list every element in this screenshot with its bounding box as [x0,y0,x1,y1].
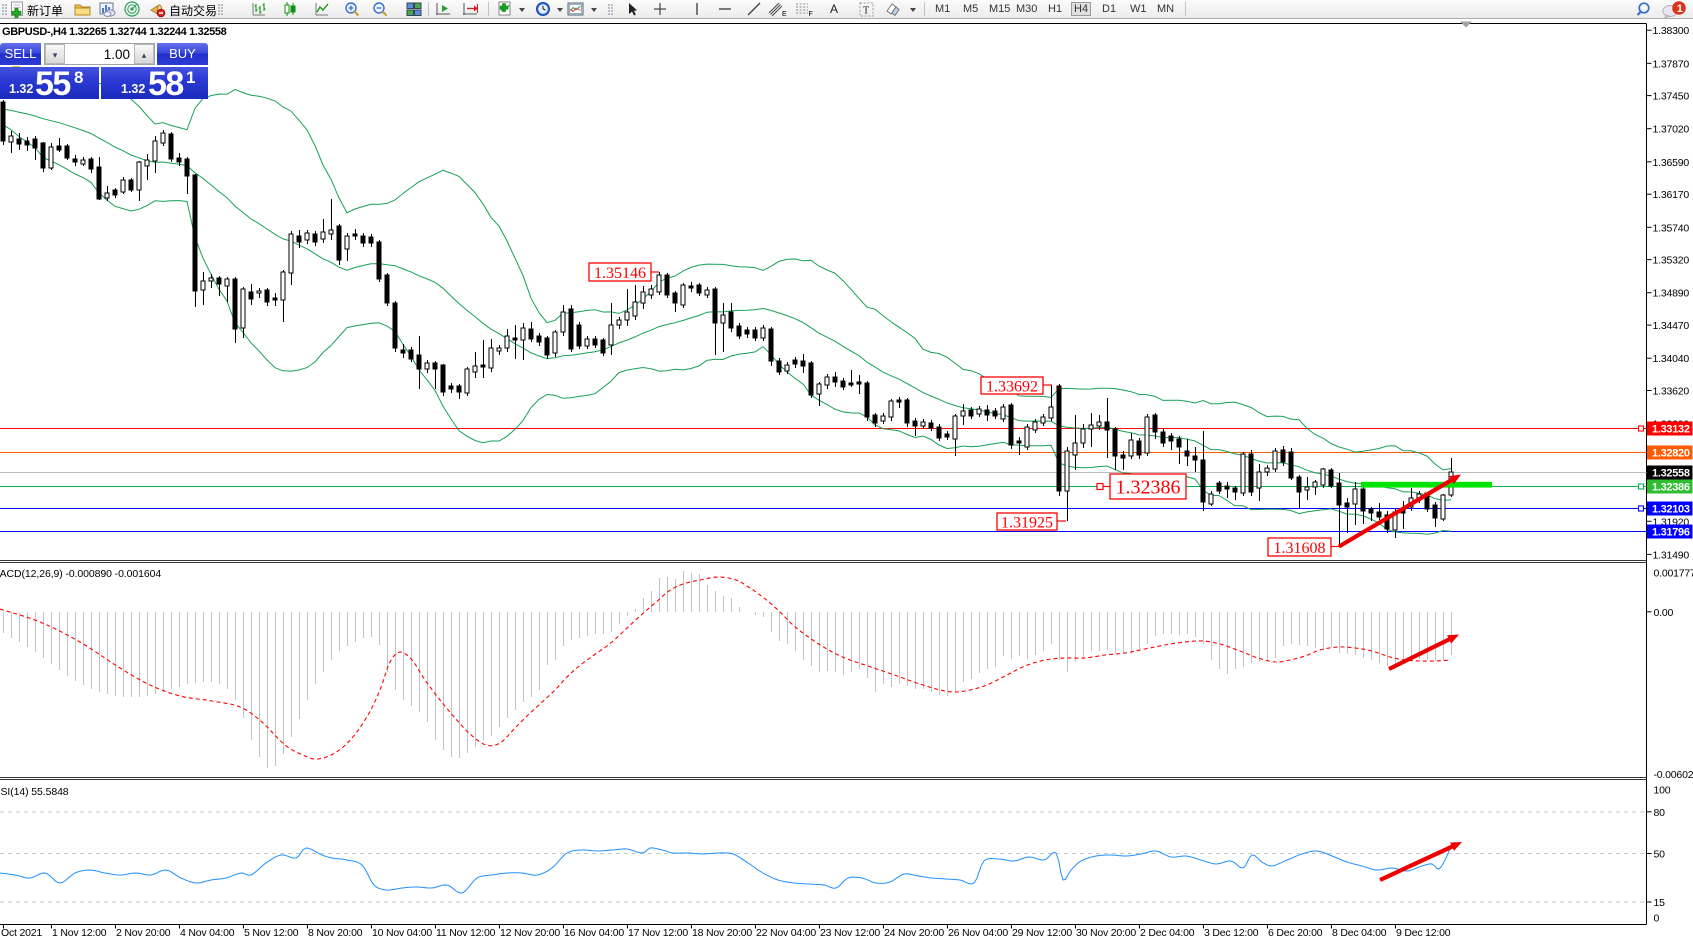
svg-text:11 Nov 12:00: 11 Nov 12:00 [436,927,496,939]
svg-text:1.32103: 1.32103 [1652,504,1690,516]
svg-text:9 Dec 12:00: 9 Dec 12:00 [1396,927,1451,939]
svg-text:26 Nov 04:00: 26 Nov 04:00 [948,927,1008,939]
svg-text:Oct 2021: Oct 2021 [1,927,42,939]
svg-text:RSI(14) 55.5848: RSI(14) 55.5848 [0,786,69,798]
svg-text:1.32558: 1.32558 [1652,468,1690,480]
svg-text:50: 50 [1654,849,1666,861]
svg-text:1.32386: 1.32386 [1116,477,1181,499]
svg-text:12 Nov 20:00: 12 Nov 20:00 [500,927,560,939]
svg-text:1.33132: 1.33132 [1652,424,1690,436]
svg-text:F: F [809,11,813,18]
svg-text:1.33620: 1.33620 [1653,386,1690,398]
svg-text:1.38300: 1.38300 [1653,25,1690,37]
svg-text:18 Nov 20:00: 18 Nov 20:00 [692,927,752,939]
svg-text:29 Nov 12:00: 29 Nov 12:00 [1012,927,1072,939]
svg-text:-0.00602: -0.00602 [1654,769,1693,781]
svg-text:6 Dec 20:00: 6 Dec 20:00 [1268,927,1323,939]
svg-text:1.36170: 1.36170 [1653,189,1690,201]
svg-text:T: T [863,6,869,17]
svg-text:E: E [782,11,787,18]
svg-text:1.31925: 1.31925 [1001,514,1053,531]
svg-text:16 Nov 04:00: 16 Nov 04:00 [564,927,624,939]
svg-text:1.34040: 1.34040 [1653,353,1690,365]
svg-text:23 Nov 12:00: 23 Nov 12:00 [820,927,880,939]
svg-text:0.00: 0.00 [1654,607,1674,619]
svg-text:5 Nov 12:00: 5 Nov 12:00 [244,927,299,939]
svg-text:1.32386: 1.32386 [1652,482,1690,494]
svg-text:1 Nov 12:00: 1 Nov 12:00 [52,927,107,939]
svg-text:1.35146: 1.35146 [594,265,646,282]
svg-text:1.36590: 1.36590 [1653,157,1690,169]
svg-text:GBPUSD-,H4 1.32265 1.32744 1.: GBPUSD-,H4 1.32265 1.32744 1.32244 1.325… [2,26,227,38]
svg-text:1: 1 [1677,3,1683,15]
svg-text:3 Dec 12:00: 3 Dec 12:00 [1204,927,1259,939]
svg-text:10 Nov 04:00: 10 Nov 04:00 [372,927,432,939]
svg-text:1.31608: 1.31608 [1274,540,1326,557]
svg-text:22 Nov 04:00: 22 Nov 04:00 [756,927,816,939]
svg-text:100: 100 [1654,785,1671,797]
svg-text:2 Dec 04:00: 2 Dec 04:00 [1140,927,1195,939]
svg-text:MACD(12,26,9) -0.000890 -0.001: MACD(12,26,9) -0.000890 -0.001604 [0,568,161,580]
svg-text:1.33692: 1.33692 [986,378,1038,395]
svg-text:24 Nov 20:00: 24 Nov 20:00 [884,927,944,939]
svg-text:15: 15 [1654,897,1666,909]
svg-text:1.31490: 1.31490 [1653,549,1690,561]
svg-text:17 Nov 12:00: 17 Nov 12:00 [628,927,688,939]
svg-text:1.37020: 1.37020 [1653,124,1690,136]
svg-text:4 Nov 04:00: 4 Nov 04:00 [180,927,235,939]
svg-text:1.34470: 1.34470 [1653,320,1690,332]
svg-text:0.001777: 0.001777 [1654,568,1693,580]
svg-text:0: 0 [1654,913,1660,925]
svg-text:1.37870: 1.37870 [1653,58,1690,70]
svg-text:1.32820: 1.32820 [1652,448,1690,460]
svg-text:1.37450: 1.37450 [1653,91,1690,103]
svg-text:1.34890: 1.34890 [1653,288,1690,300]
svg-text:8 Nov 20:00: 8 Nov 20:00 [308,927,363,939]
svg-text:1.35740: 1.35740 [1653,222,1690,234]
svg-text:1.35320: 1.35320 [1653,255,1690,267]
svg-text:8 Dec 04:00: 8 Dec 04:00 [1332,927,1387,939]
svg-text:80: 80 [1654,807,1666,819]
svg-text:30 Nov 20:00: 30 Nov 20:00 [1076,927,1136,939]
svg-text:2 Nov 20:00: 2 Nov 20:00 [116,927,171,939]
svg-text:1.31796: 1.31796 [1652,527,1690,539]
